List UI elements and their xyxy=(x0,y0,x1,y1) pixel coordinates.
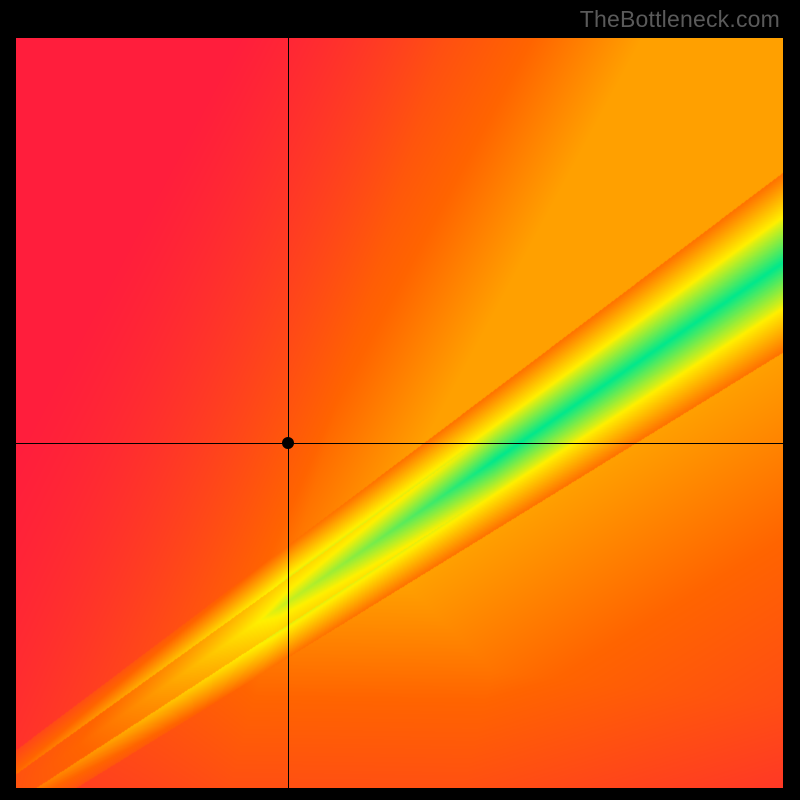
marker-dot xyxy=(282,437,294,449)
watermark-text: TheBottleneck.com xyxy=(580,6,780,33)
crosshair-horizontal xyxy=(16,443,783,444)
crosshair-vertical xyxy=(288,38,289,788)
heatmap-canvas xyxy=(16,38,783,788)
plot-area xyxy=(16,38,783,788)
chart-container: TheBottleneck.com xyxy=(0,0,800,800)
